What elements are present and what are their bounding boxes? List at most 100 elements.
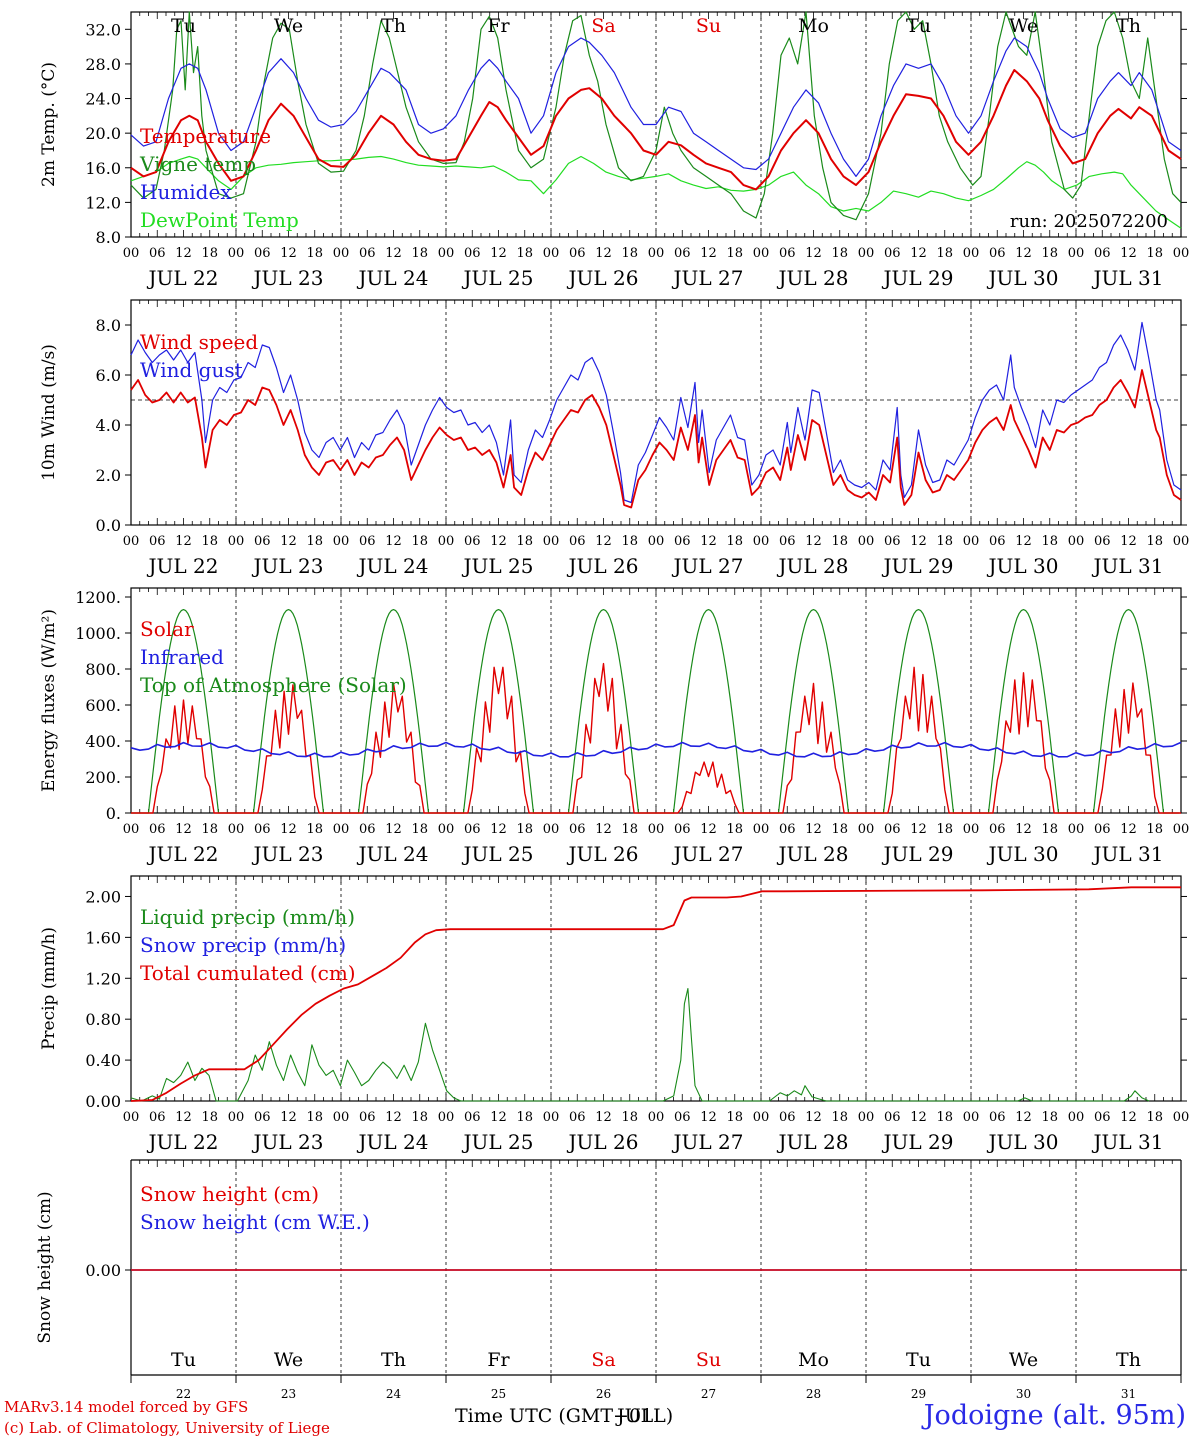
date-label: JUL 25 [462, 1130, 534, 1154]
date-label: JUL 28 [777, 266, 849, 290]
hour-label: 12 [1120, 1110, 1137, 1125]
hour-label: 06 [989, 246, 1006, 261]
hour-label: 00 [228, 1110, 245, 1125]
hour-label: 00 [858, 1110, 875, 1125]
weekday-label: Sa [591, 15, 615, 37]
day-number-label: 24 [386, 1387, 402, 1401]
y-tick-label: 1.20 [85, 969, 121, 988]
hour-label: 00 [123, 822, 140, 837]
y-tick-label: 16.0 [85, 159, 121, 178]
hour-label: 06 [989, 822, 1006, 837]
day-number-label: 29 [911, 1387, 926, 1401]
hour-label: 06 [149, 822, 166, 837]
hour-label: 06 [569, 822, 586, 837]
weekday-label: Su [696, 1349, 721, 1371]
legend-entry: Infrared [140, 645, 224, 669]
hour-label: 06 [779, 534, 796, 549]
hour-label: 18 [516, 1110, 533, 1125]
time-axis-title-overlay: JUL [617, 1405, 654, 1427]
legend-entry: Humidex [140, 180, 232, 204]
hour-label: 00 [543, 246, 560, 261]
hour-label: 18 [621, 534, 638, 549]
legend-entry: Snow precip (mm/h) [140, 933, 346, 957]
series-line [130, 886, 1181, 1102]
hour-label: 00 [963, 534, 980, 549]
weekday-label: Fr [487, 1349, 510, 1371]
series-line [131, 608, 1179, 814]
day-number-label: 28 [806, 1387, 821, 1401]
day-number-label: 30 [1016, 1387, 1031, 1401]
hour-label: 00 [543, 1110, 560, 1125]
hour-label: 12 [280, 822, 297, 837]
hour-label: 06 [989, 1110, 1006, 1125]
hour-label: 06 [464, 534, 481, 549]
hour-label: 18 [411, 534, 428, 549]
hour-label: 12 [280, 246, 297, 261]
hour-label: 18 [411, 1110, 428, 1125]
y-tick-label: 12.0 [85, 193, 121, 212]
time-axis-title-text: Time UTC (GMT+01L) [455, 1405, 674, 1427]
date-label: JUL 22 [147, 266, 219, 290]
y-axis-label: 2m Temp. (°C) [39, 62, 59, 187]
panel-4: 0.00 0.40 0.80 1.20 1.60 2.00 Precip (mm/h) 00 0… [39, 875, 1189, 1154]
hour-label: 12 [700, 1110, 717, 1125]
hour-label: 18 [936, 534, 953, 549]
hour-label: 12 [385, 534, 402, 549]
hour-label: 18 [726, 822, 743, 837]
time-axis-title: Time UTC (GMT+01L) JUL [455, 1405, 673, 1427]
date-label: JUL 28 [777, 842, 849, 866]
date-label: JUL 30 [987, 266, 1059, 290]
hour-label: 00 [1173, 822, 1190, 837]
date-label: JUL 30 [987, 842, 1059, 866]
date-label: JUL 22 [147, 554, 219, 578]
y-tick-label: 0.40 [85, 1051, 121, 1070]
hour-label: 06 [254, 246, 271, 261]
hour-label: 18 [831, 534, 848, 549]
weekday-label: Tu [906, 15, 931, 37]
date-label: JUL 30 [987, 554, 1059, 578]
hour-label: 00 [438, 246, 455, 261]
hour-label: 06 [884, 246, 901, 261]
hour-label: 00 [543, 822, 560, 837]
hour-label: 00 [1068, 822, 1085, 837]
hour-label: 18 [411, 246, 428, 261]
weekday-label: Tu [906, 1349, 931, 1371]
hour-label: 18 [831, 1110, 848, 1125]
hour-label: 18 [1041, 822, 1058, 837]
y-axis-label: Precip (mm/h) [39, 927, 59, 1050]
hour-label: 00 [753, 246, 770, 261]
panel-2: 0.0 2.0 4.0 6.0 8.0 10m Wind (m/s) 00 06 12 18 00 0… [39, 299, 1189, 578]
hour-label: 18 [306, 246, 323, 261]
date-label: JUL 31 [1092, 842, 1164, 866]
date-label: JUL 24 [357, 1130, 429, 1154]
hour-label: 12 [490, 534, 507, 549]
hour-label: 00 [648, 1110, 665, 1125]
hour-label: 06 [779, 1110, 796, 1125]
hour-label: 12 [175, 822, 192, 837]
hour-label: 18 [936, 246, 953, 261]
hour-label: 06 [254, 534, 271, 549]
hour-label: 06 [149, 1110, 166, 1125]
y-tick-label: 8.0 [96, 228, 121, 247]
hour-label: 18 [1041, 1110, 1058, 1125]
credit-line-1: MARv3.14 model forced by GFS [4, 1398, 249, 1416]
hour-label: 12 [175, 246, 192, 261]
date-label: JUL 29 [882, 266, 954, 290]
series-line [130, 321, 1182, 504]
hour-label: 18 [306, 822, 323, 837]
run-annotation: run: 2025072200 [1010, 211, 1168, 232]
weekday-label: Th [381, 1349, 406, 1371]
hour-label: 00 [438, 822, 455, 837]
hour-label: 00 [1068, 534, 1085, 549]
hour-label: 00 [123, 1110, 140, 1125]
legend-entry: Wind speed [140, 330, 258, 354]
hour-label: 18 [201, 246, 218, 261]
hour-label: 18 [831, 822, 848, 837]
hour-label: 00 [963, 1110, 980, 1125]
series-line [130, 741, 1182, 758]
hour-label: 18 [201, 822, 218, 837]
legend-entry: Snow height (cm) [140, 1182, 319, 1206]
weekday-label: Th [381, 15, 406, 37]
hour-label: 18 [411, 822, 428, 837]
hour-label: 12 [595, 534, 612, 549]
